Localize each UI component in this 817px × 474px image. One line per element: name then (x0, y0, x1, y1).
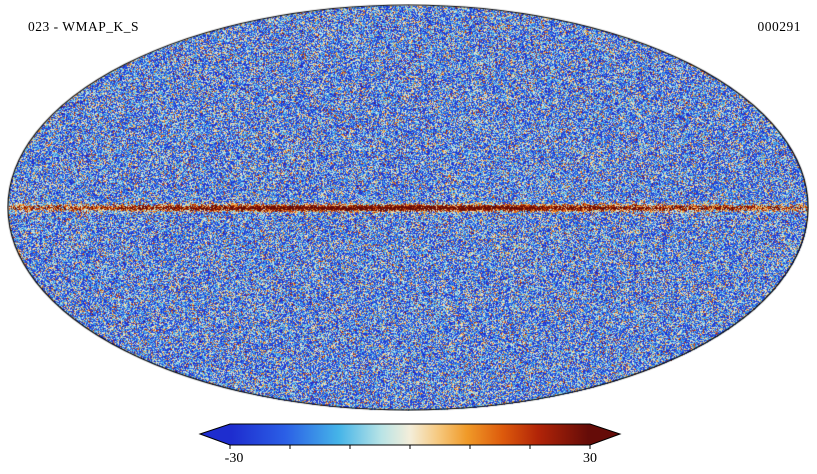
colorbar-gradient-bar (198, 423, 622, 446)
colorbar: -30 30 (198, 423, 622, 466)
mollweide-projection-map (7, 4, 809, 411)
colorbar-max-label: 30 (583, 451, 597, 466)
colorbar-ticks (229, 445, 591, 449)
colorbar-min-label: -30 (225, 451, 244, 466)
